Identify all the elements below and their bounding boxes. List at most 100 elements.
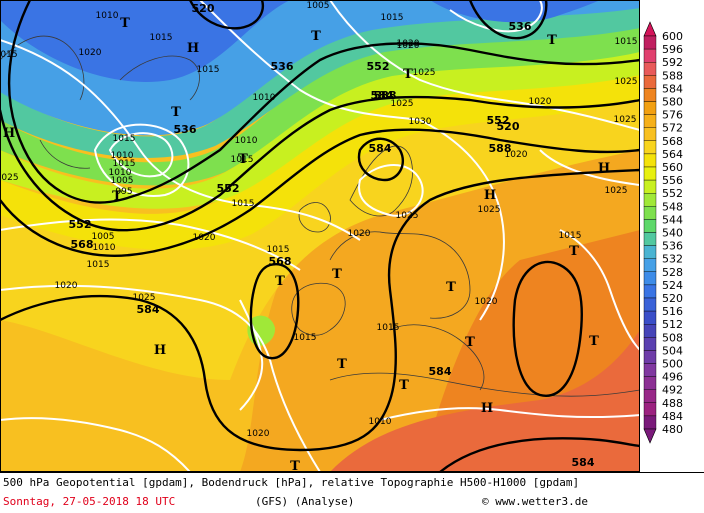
pressure-label: 1015 bbox=[232, 199, 255, 209]
band-green bbox=[0, 25, 640, 186]
colour-legend: 600 596 592 588 584 580 576 572 568 564 560 556 552 5… bbox=[640, 0, 704, 472]
caption-description: 500 hPa Geopotential [gpdam], Bodendruck… bbox=[3, 476, 580, 489]
pressure-label: 015 bbox=[0, 50, 17, 60]
high-pressure-center: H bbox=[154, 343, 166, 358]
pressure-label: 1010 bbox=[369, 417, 392, 427]
geopotential-label: 568 bbox=[71, 238, 94, 251]
geopotential-label: 536 bbox=[271, 60, 294, 73]
pressure-label: 1020 bbox=[505, 150, 528, 160]
pressure-label: 1025 bbox=[413, 68, 436, 78]
legend-level-label: 548 bbox=[662, 200, 683, 213]
legend-cell bbox=[643, 402, 657, 417]
low-pressure-center: T bbox=[290, 459, 300, 472]
high-pressure-center: H bbox=[3, 126, 15, 141]
legend-cell bbox=[643, 245, 657, 259]
pressure-label: 1025 bbox=[614, 115, 637, 125]
legend-level-label: 528 bbox=[662, 266, 683, 279]
geopotential-label: 536 bbox=[509, 20, 532, 33]
band-deep-blue bbox=[0, 0, 290, 82]
low-pressure-center: T bbox=[120, 16, 130, 31]
map-labels: 520 536 552 588 520 536 552 588 552 536 584 552 568 5… bbox=[0, 1, 637, 472]
band-lemon bbox=[0, 70, 640, 250]
legend-cell bbox=[643, 101, 657, 115]
pressure-label: 1005 bbox=[307, 1, 330, 11]
legend-level-label: 484 bbox=[662, 410, 683, 423]
geopotential-label: 552 bbox=[367, 60, 390, 73]
legend-cell bbox=[643, 114, 657, 128]
legend-cell bbox=[643, 284, 657, 299]
geopotential-label: 568 bbox=[269, 255, 292, 268]
legend-level-label: 504 bbox=[662, 344, 683, 357]
caption-model: (GFS) (Analyse) bbox=[255, 495, 355, 508]
legend-level-label: 600 bbox=[662, 30, 683, 43]
caption-copyright: © www.wetter3.de bbox=[482, 495, 588, 508]
pressure-label: 1010 bbox=[111, 151, 134, 161]
low-pressure-center: T bbox=[337, 357, 347, 372]
pressure-label: 1010 bbox=[235, 136, 258, 146]
geopotential-label: 584 bbox=[429, 365, 452, 378]
legend-cell bbox=[643, 389, 657, 404]
legend-cell bbox=[643, 179, 657, 194]
pressure-label: 1015 bbox=[381, 13, 404, 23]
legend-level-label: 588 bbox=[662, 69, 683, 82]
low-pressure-center: T bbox=[171, 105, 181, 120]
geopotential-label: 552 bbox=[487, 114, 510, 127]
geopotential-label: 584 bbox=[371, 89, 394, 102]
legend-cell bbox=[643, 350, 657, 364]
geopotential-label: 588 bbox=[374, 89, 397, 102]
colour-legend-svg: 6005965925885845805765725685645605565525… bbox=[643, 21, 683, 444]
legend-level-label: 568 bbox=[662, 135, 683, 148]
high-pressure-center: H bbox=[187, 41, 199, 56]
legend-level-label: 524 bbox=[662, 279, 683, 292]
legend-cell bbox=[643, 363, 657, 377]
legend-level-label: 532 bbox=[662, 253, 683, 266]
pressure-label: 1015 bbox=[294, 333, 317, 343]
legend-level-label: 556 bbox=[662, 174, 683, 187]
legend-cell bbox=[643, 232, 657, 246]
legend-cell bbox=[643, 140, 657, 155]
legend-cell bbox=[643, 324, 657, 338]
legend-level-label: 572 bbox=[662, 122, 683, 135]
legend-cell bbox=[643, 219, 657, 233]
legend-level-label: 564 bbox=[662, 148, 683, 161]
legend-level-label: 512 bbox=[662, 318, 683, 331]
pressure-label: 1030 bbox=[409, 117, 432, 127]
pressure-label: 1015 bbox=[377, 323, 400, 333]
band-red-orange bbox=[330, 330, 640, 472]
pressure-label: 1010 bbox=[109, 168, 132, 178]
pressure-label: 1025 bbox=[605, 186, 628, 196]
pressure-label: 1015 bbox=[197, 65, 220, 75]
legend-level-label: 584 bbox=[662, 82, 683, 95]
low-pressure-center: T bbox=[112, 189, 122, 204]
low-pressure-center: T bbox=[547, 33, 557, 48]
pressure-label: 1025 bbox=[615, 77, 638, 87]
legend-level-label: 480 bbox=[662, 423, 683, 436]
pressure-label: 1020 bbox=[397, 41, 420, 51]
pressure-label: 1025 bbox=[133, 293, 156, 303]
legend-cell bbox=[643, 192, 657, 207]
geopotential-label: 552 bbox=[69, 218, 92, 231]
legend-cell bbox=[643, 310, 657, 325]
legend-level-label: 560 bbox=[662, 161, 683, 174]
legend-cell bbox=[643, 271, 657, 286]
pressure-label: 1015 bbox=[87, 260, 110, 270]
legend-level-label: 488 bbox=[662, 397, 683, 410]
pressure-label: 1025 bbox=[391, 99, 414, 109]
pressure-label: 1020 bbox=[475, 297, 498, 307]
legend-cell bbox=[643, 35, 657, 50]
low-pressure-center: T bbox=[589, 334, 599, 349]
pressure-label: 1015 bbox=[615, 37, 638, 47]
band-lime bbox=[0, 48, 640, 209]
pressure-label: 025 bbox=[1, 173, 18, 183]
legend-cell bbox=[643, 88, 657, 102]
legend-level-label: 576 bbox=[662, 109, 683, 122]
legend-cell bbox=[643, 127, 657, 141]
geopotential-label: 536 bbox=[174, 123, 197, 136]
high-pressure-center: H bbox=[598, 161, 610, 176]
geopotential-label: 588 bbox=[489, 142, 512, 155]
map-caption: 500 hPa Geopotential [gpdam], Bodendruck… bbox=[0, 472, 704, 513]
geopotential-label: 584 bbox=[572, 456, 595, 469]
pressure-label: 1020 bbox=[55, 281, 78, 291]
legend-level-label: 596 bbox=[662, 43, 683, 56]
